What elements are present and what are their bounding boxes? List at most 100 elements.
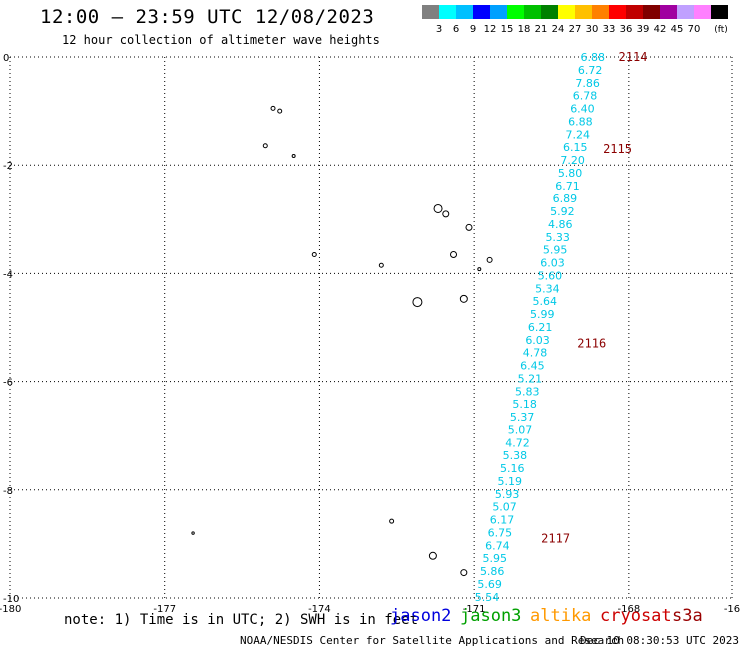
island-outline — [277, 108, 283, 114]
swh-value-label: 5.92 — [550, 205, 575, 218]
island-outline — [450, 250, 458, 258]
colorbar-swatch — [422, 5, 439, 19]
legend-altika: altika — [530, 606, 592, 626]
colorbar-label: 15 — [501, 24, 514, 35]
wave-height-map[interactable]: -180 -177 -174 -171 -168 -160-2-4-6-8-106.886… — [0, 50, 740, 616]
colorbar-label: 21 — [535, 24, 548, 35]
page-subtitle: 12 hour collection of altimeter wave hei… — [62, 33, 380, 47]
island-outline — [270, 105, 276, 111]
colorbar-swatch — [575, 5, 592, 19]
island-outline — [459, 294, 468, 303]
swh-value-label: 5.37 — [510, 411, 535, 424]
time-label: 2114 — [619, 50, 648, 64]
swh-value-label: 6.45 — [520, 359, 545, 372]
colorbar-swatch — [524, 5, 541, 19]
swh-value-label: 5.16 — [500, 462, 525, 475]
swh-value-label: 6.15 — [563, 141, 588, 154]
swh-value-label: 5.34 — [535, 283, 560, 296]
swh-value-label: 5.99 — [530, 308, 555, 321]
colorbar-swatch — [711, 5, 728, 19]
colorbar-label: 39 — [637, 24, 650, 35]
colorbar-label: 70 — [688, 24, 701, 35]
swh-value-label: 6.17 — [490, 514, 515, 527]
colorbar-swatch — [694, 5, 711, 19]
island-outline — [378, 262, 384, 268]
island-outline — [412, 297, 423, 308]
swh-value-label: 5.95 — [543, 244, 568, 257]
swh-value-label: 5.19 — [497, 475, 522, 488]
island-outline — [191, 531, 195, 535]
y-tick-label: -10 — [3, 594, 19, 605]
time-label: 2116 — [577, 337, 606, 351]
swh-value-label: 4.78 — [523, 346, 548, 359]
colorbar-label: 18 — [518, 24, 531, 35]
swh-value-label: 4.72 — [505, 437, 530, 450]
swh-value-label: 6.03 — [525, 334, 550, 347]
colorbar-label: 33 — [603, 24, 616, 35]
swh-value-label: 6.88 — [581, 51, 606, 64]
colorbar-label: 45 — [671, 24, 684, 35]
swh-value-label: 6.75 — [488, 527, 513, 540]
island-outline — [465, 223, 473, 231]
time-label: 2115 — [603, 142, 632, 156]
swh-value-label: 5.07 — [508, 424, 533, 437]
colorbar-label: 12 — [484, 24, 497, 35]
colorbar-swatch — [609, 5, 626, 19]
swh-value-label: 5.80 — [558, 167, 583, 180]
island-outline — [442, 210, 450, 218]
colorbar-swatch — [507, 5, 524, 19]
page-title: 12:00 — 23:59 UTC 12/08/2023 — [40, 6, 375, 28]
legend-jason3: jason3 — [460, 606, 522, 626]
legend-jason2: jason2 — [390, 606, 452, 626]
x-tick-label: -174 — [308, 604, 331, 615]
y-tick-label: -2 — [3, 161, 13, 172]
island-outline — [477, 267, 482, 272]
swh-value-label: 6.88 — [568, 115, 593, 128]
colorbar-swatch — [643, 5, 660, 19]
y-tick-label: -4 — [3, 269, 13, 280]
y-tick-label: -8 — [3, 486, 13, 497]
swh-value-label: 7.20 — [560, 154, 585, 167]
swh-value-label: 5.54 — [475, 591, 500, 604]
swh-value-label: 5.33 — [545, 231, 570, 244]
time-label: 2117 — [541, 531, 570, 545]
island-outline — [433, 203, 443, 213]
swh-value-label: 5.95 — [483, 552, 508, 565]
colorbar-swatch — [660, 5, 677, 19]
y-tick-label: -6 — [3, 378, 13, 389]
x-tick-label: -168 — [618, 604, 641, 615]
swh-value-label: 5.64 — [533, 295, 558, 308]
footer-note: note: 1) Time is in UTC; 2) SWH is in fe… — [64, 612, 419, 628]
colorbar-swatch — [439, 5, 456, 19]
x-tick-label: -180 — [0, 604, 21, 615]
colorbar-label: 30 — [586, 24, 599, 35]
legend-s3a: s3a — [672, 606, 703, 626]
legend-cryosat: cryosat — [600, 606, 672, 626]
colorbar-swatch — [473, 5, 490, 19]
swh-value-label: 5.83 — [515, 385, 540, 398]
colorbar-swatch — [677, 5, 694, 19]
island-outline — [460, 569, 468, 577]
swh-value-label: 6.21 — [528, 321, 553, 334]
credit-date: Dec 10 08:30:53 UTC 2023 — [580, 634, 739, 647]
swh-value-label: 6.78 — [573, 89, 598, 102]
swh-value-label: 5.93 — [495, 488, 520, 501]
swh-value-label: 6.89 — [553, 192, 578, 205]
swh-value-label: 4.86 — [548, 218, 573, 231]
swh-value-label: 7.86 — [575, 77, 600, 90]
island-outline — [486, 256, 493, 263]
island-outline — [291, 154, 296, 159]
island-outline — [389, 518, 395, 524]
colorbar-label: 24 — [552, 24, 565, 35]
colorbar-label: 27 — [569, 24, 582, 35]
colorbar-swatch — [541, 5, 558, 19]
colorbar-swatch — [490, 5, 507, 19]
swh-value-label: 5.18 — [512, 398, 537, 411]
colorbar-unit: (ft) — [714, 25, 728, 35]
colorbar-label: 42 — [654, 24, 667, 35]
swh-value-label: 5.07 — [492, 501, 517, 514]
y-tick-label: 0 — [3, 53, 9, 64]
colorbar-label: 9 — [470, 24, 476, 35]
colorbar-swatch — [456, 5, 473, 19]
x-tick-label: -177 — [153, 604, 176, 615]
